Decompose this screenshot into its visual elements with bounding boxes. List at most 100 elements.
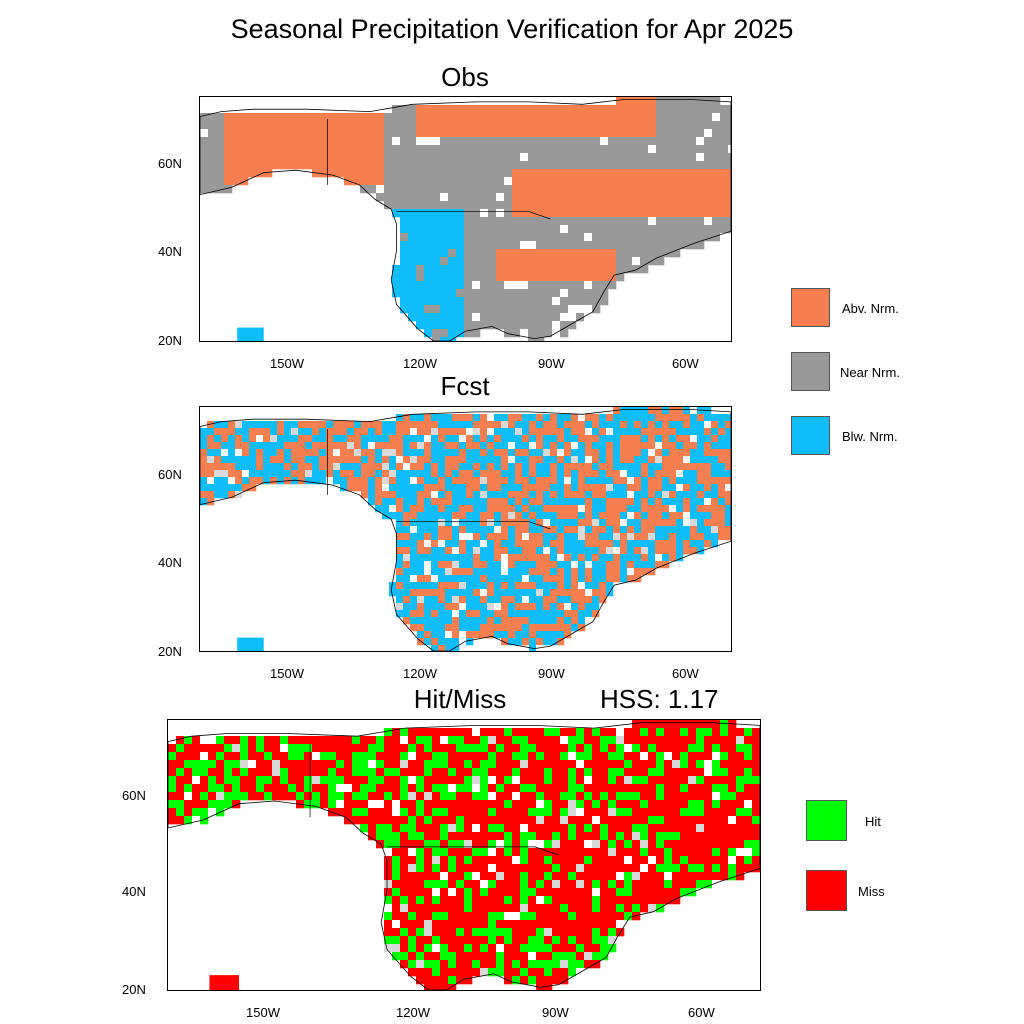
obs-grid-cell [448,193,457,202]
fcst-grid-cell [557,554,565,562]
obs-grid-cell [600,145,609,154]
obs-grid-cell [200,129,209,138]
fcst-grid-cell [725,491,731,499]
hm-grid-cell [744,752,753,761]
hm-grid-cell [592,736,601,745]
obs-grid-cell [512,289,521,298]
fcst-grid-cell [508,526,516,534]
obs-grid-cell [480,153,489,162]
obs-grid-cell [400,233,409,242]
fcst-grid-cell [508,547,516,555]
fcst-grid-cell [382,435,390,443]
fcst-grid-cell [613,428,621,436]
obs-grid-cell [584,249,593,258]
hm-grid-cell [640,880,649,889]
hm-grid-cell [528,944,537,953]
hm-grid-cell [632,840,641,849]
hm-grid-cell [208,736,217,745]
obs-grid-cell [424,233,433,242]
fcst-grid-cell [641,512,649,520]
fcst-grid-cell [459,456,467,464]
fcst-grid-cell [466,498,474,506]
fcst-grid-cell [235,421,243,429]
hm-grid-cell [488,832,497,841]
hm-grid-cell [744,784,753,793]
obs-grid-cell [496,185,505,194]
fcst-grid-cell [221,449,229,457]
fcst-grid-cell [452,624,460,632]
hm-grid-cell [408,808,417,817]
obs-grid-cell [720,105,729,114]
hm-grid-cell [304,744,313,753]
hm-grid-cell [728,744,737,753]
hm-grid-cell [520,960,529,969]
fcst-grid-cell [697,407,705,415]
fcst-grid-cell [620,554,628,562]
hm-grid-cell [352,776,361,785]
hm-grid-cell [600,744,609,753]
fcst-grid-cell [445,617,453,625]
hm-grid-cell [496,752,505,761]
obs-grid-cell [632,129,641,138]
hm-grid-cell [552,952,561,961]
obs-grid-cell [608,129,617,138]
fcst-grid-cell [487,484,495,492]
hm-grid-cell [176,768,185,777]
obs-grid-cell [544,297,553,306]
obs-grid-cell [560,281,569,290]
hm-grid-cell [368,768,377,777]
obs-grid-cell [632,249,641,258]
hm-grid-cell [296,768,305,777]
hm-grid-cell [576,808,585,817]
obs-grid-cell [552,257,561,266]
fcst-grid-cell [417,414,425,422]
fcst-grid-cell [305,449,313,457]
fcst-grid-cell [613,533,621,541]
obs-grid-cell [552,281,561,290]
hm-grid-cell [312,752,321,761]
obs-grid-cell [496,265,505,274]
obs-grid-cell [512,241,521,250]
obs-grid-cell [504,185,513,194]
hm-grid-cell [608,896,617,905]
obs-grid-cell [464,209,473,218]
obs-grid-cell [496,313,505,322]
hm-grid-cell [504,832,513,841]
obs-grid-cell [240,161,249,170]
hm-grid-cell [552,928,561,937]
obs-grid-cell [528,225,537,234]
hm-grid-cell [408,904,417,913]
hm-grid-cell [320,800,329,809]
fcst-grid-cell [417,533,425,541]
fcst-grid-cell [655,477,663,485]
hm-grid-cell [712,744,721,753]
fcst-grid-cell [550,533,558,541]
obs-grid-cell [360,169,369,178]
hm-grid-cell [392,848,401,857]
hm-grid-cell [592,904,601,913]
fcst-grid-cell [557,470,565,478]
hm-grid-cell [520,840,529,849]
fcst-grid-cell [410,421,418,429]
obs-grid-cell [544,185,553,194]
obs-grid-cell [656,177,665,186]
hm-grid-cell [592,848,601,857]
hm-grid-cell [496,904,505,913]
fcst-grid-cell [641,456,649,464]
fcst-grid-cell [599,435,607,443]
fcst-grid-cell [200,442,208,450]
obs-grid-cell [512,153,521,162]
fcst-grid-cell [704,428,712,436]
fcst-grid-cell [550,596,558,604]
hm-grid-cell [344,744,353,753]
obs-grid-cell [424,161,433,170]
hm-grid-cell [576,776,585,785]
obs-grid-cell [504,169,513,178]
fcst-grid-cell [466,568,474,576]
obs-grid-cell [696,225,705,234]
fcst-grid-cell [683,428,691,436]
hm-grid-cell [224,800,233,809]
obs-grid-cell [512,281,521,290]
fcst-grid-cell [431,589,439,597]
hm-grid-cell [384,832,393,841]
